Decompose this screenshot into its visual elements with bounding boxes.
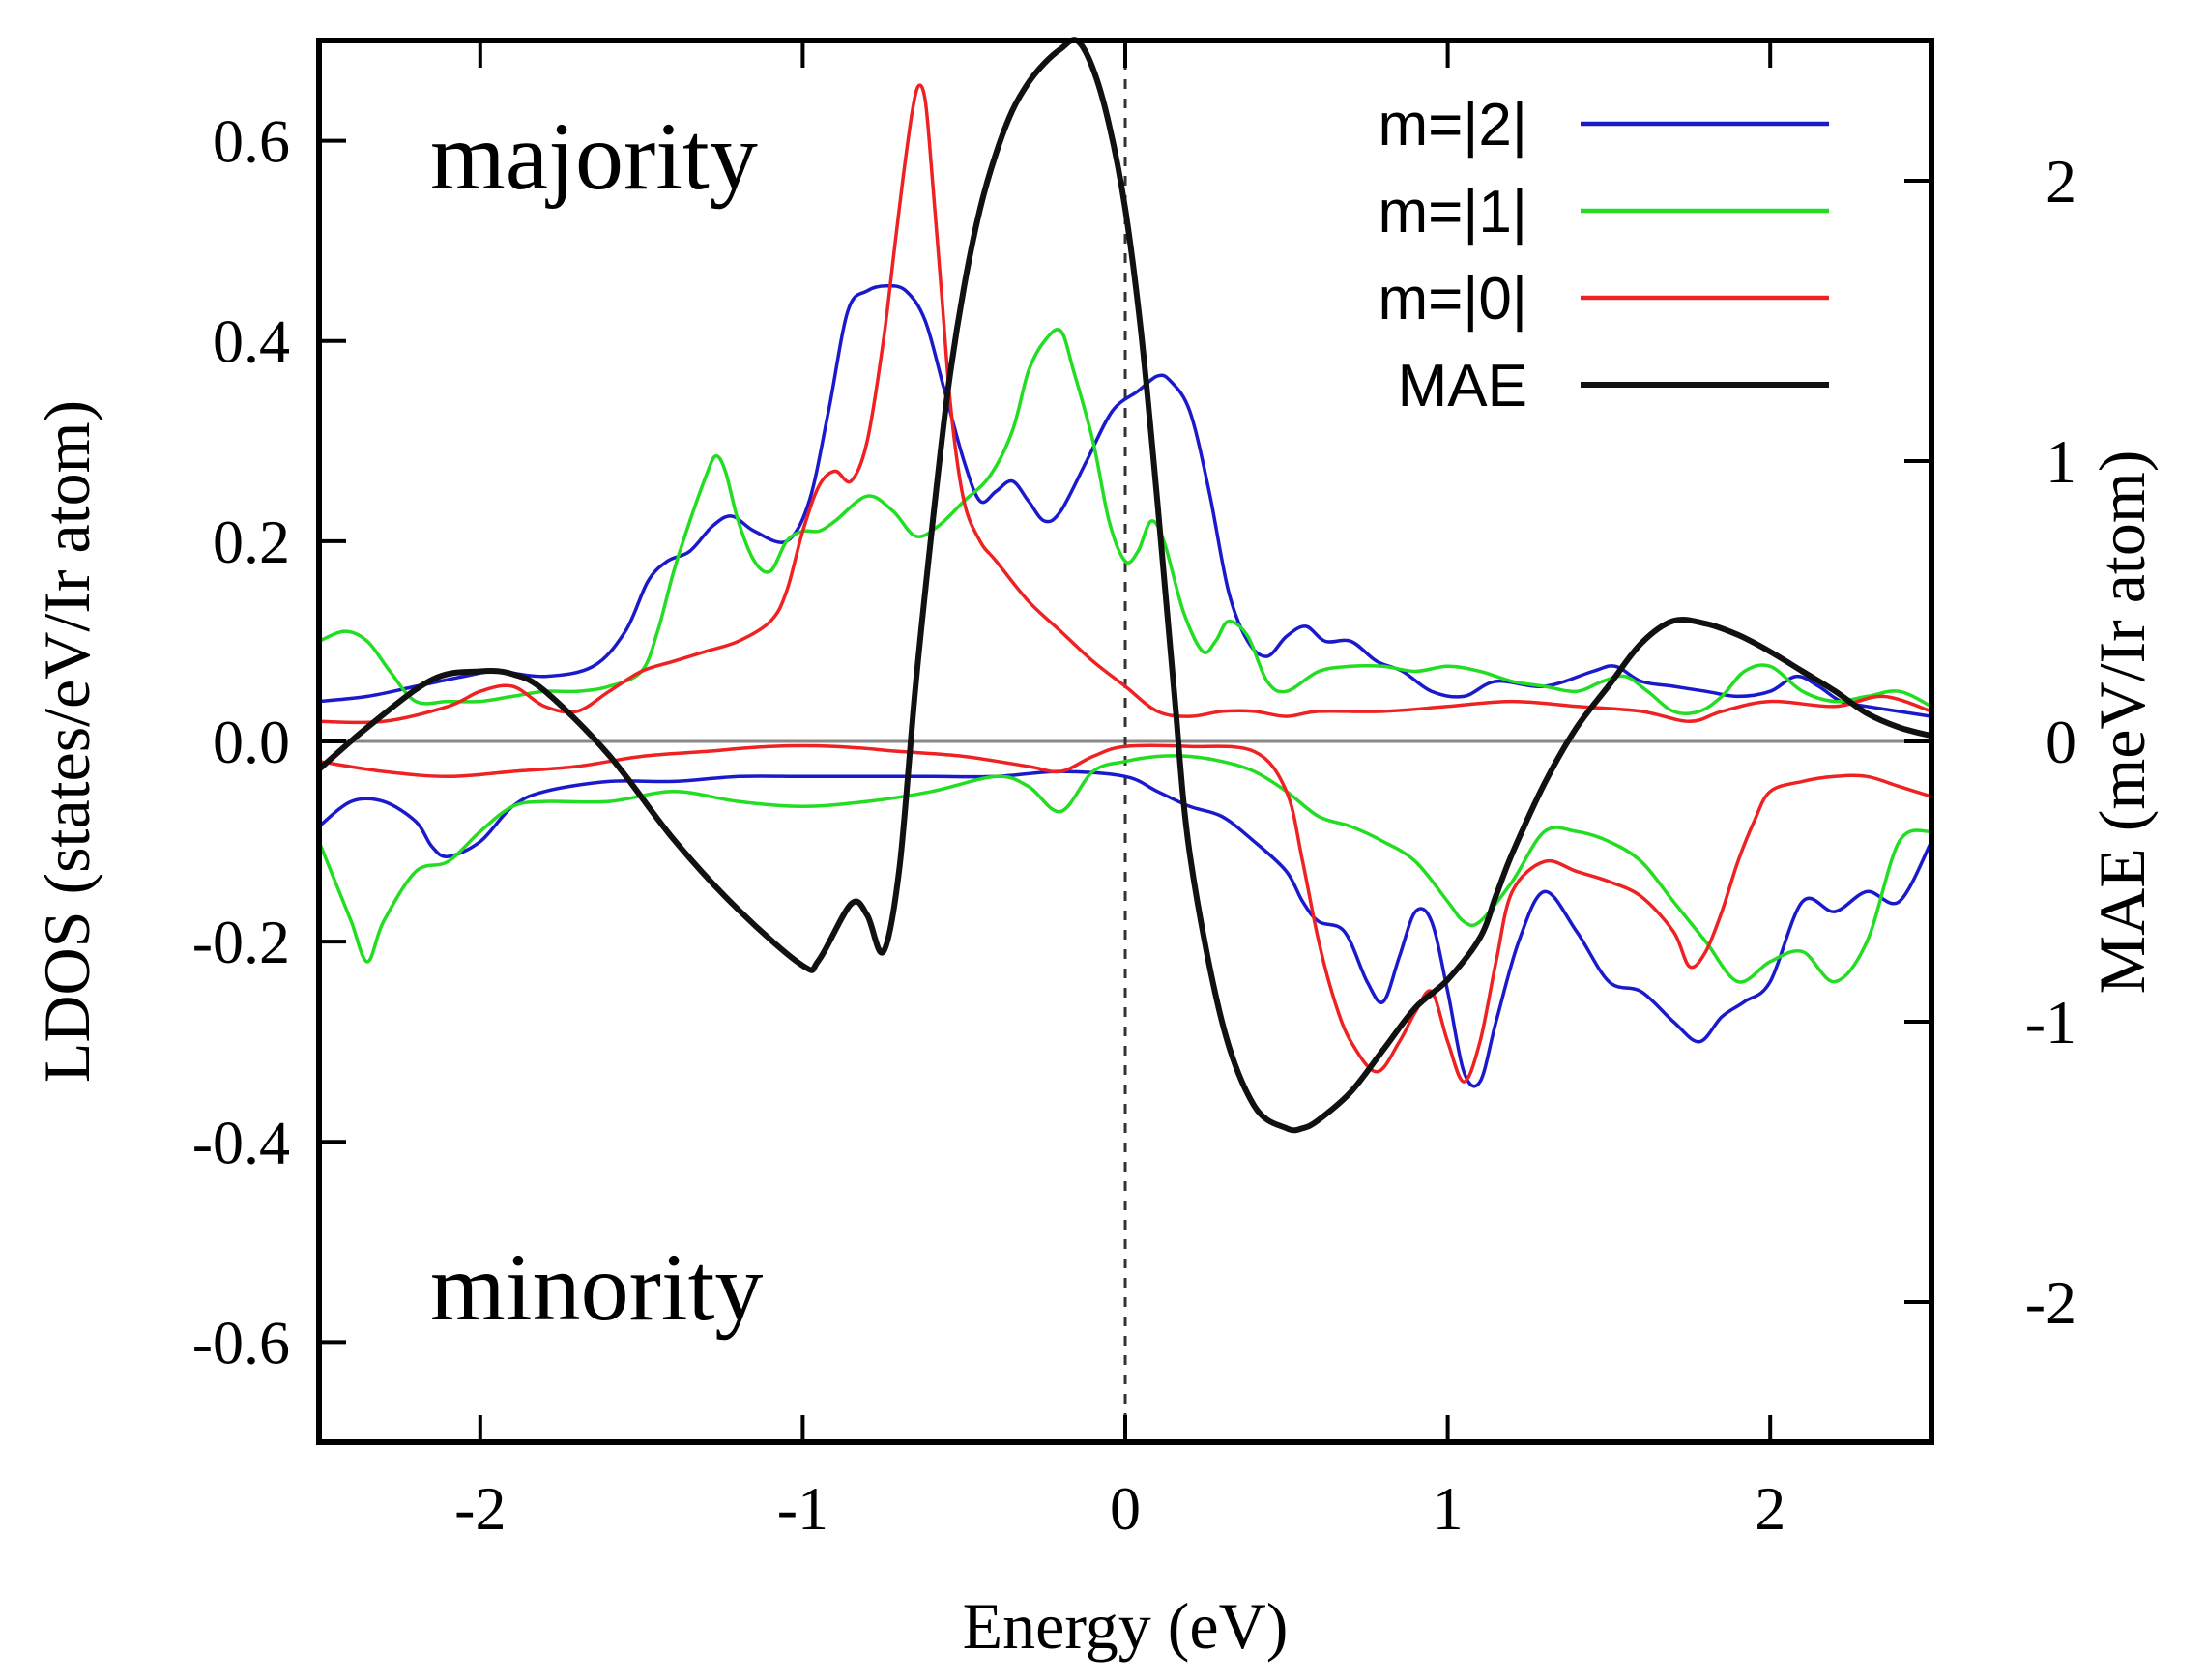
tick-layer xyxy=(319,41,1931,1442)
series-line-m0-majority xyxy=(317,83,1933,725)
legend-label: m=|2| xyxy=(1378,92,1527,159)
x-tick-label: -2 xyxy=(454,1474,506,1543)
y-tick-label: -0.2 xyxy=(192,908,290,976)
x-tick-label: -1 xyxy=(777,1474,828,1543)
x-tick-label: 1 xyxy=(1433,1474,1464,1543)
majority-annotation: majority xyxy=(430,102,758,210)
series-line-m2-majority xyxy=(317,284,1933,718)
minority-annotation: minority xyxy=(430,1233,763,1341)
y-axis-label: LDOS (states/eV/Ir atom) xyxy=(30,400,103,1083)
series-line-m0-minority xyxy=(317,743,1933,1084)
legend-label: m=|0| xyxy=(1378,266,1527,333)
y2-axis-label: MAE (meV/Ir atom) xyxy=(2085,450,2159,995)
y-tick-label: -0.4 xyxy=(192,1108,290,1176)
y-tick-label: 0.4 xyxy=(213,307,290,376)
x-axis-label: Energy (eV) xyxy=(963,1589,1289,1663)
series-layer xyxy=(316,37,1934,1134)
plot-frame xyxy=(316,38,1934,1445)
y-tick-label: 0.2 xyxy=(213,507,290,576)
y2-tick-label: -2 xyxy=(2025,1268,2076,1337)
series-line-m2-minority xyxy=(317,769,1933,1088)
y2-tick-label: 1 xyxy=(2046,427,2076,496)
x-tick-label: 0 xyxy=(1110,1474,1141,1543)
legend-label: m=|1| xyxy=(1378,179,1527,246)
tick-label-layer: -2 -1 0 1 2 -0.6 -0.4 -0.2 0.0 0.2 0.4 0.6 -2 -1 0 1 2 xyxy=(192,107,2076,1543)
series-line-mae-full xyxy=(316,37,1934,1134)
y2-tick-label: 2 xyxy=(2046,147,2076,216)
series-line-m1-minority xyxy=(317,754,1933,984)
y-tick-label: 0.0 xyxy=(213,708,290,776)
y-tick-label: 0.6 xyxy=(213,107,290,176)
legend: m=|2| m=|1| m=|0| MAE xyxy=(1378,92,1829,420)
y2-tick-label: -1 xyxy=(2025,988,2076,1057)
legend-label: MAE xyxy=(1398,353,1527,420)
series-line-m1-majority xyxy=(317,328,1933,715)
x-tick-label: 2 xyxy=(1755,1474,1785,1543)
y2-tick-label: 0 xyxy=(2046,708,2076,776)
y-tick-label: -0.6 xyxy=(192,1308,290,1376)
